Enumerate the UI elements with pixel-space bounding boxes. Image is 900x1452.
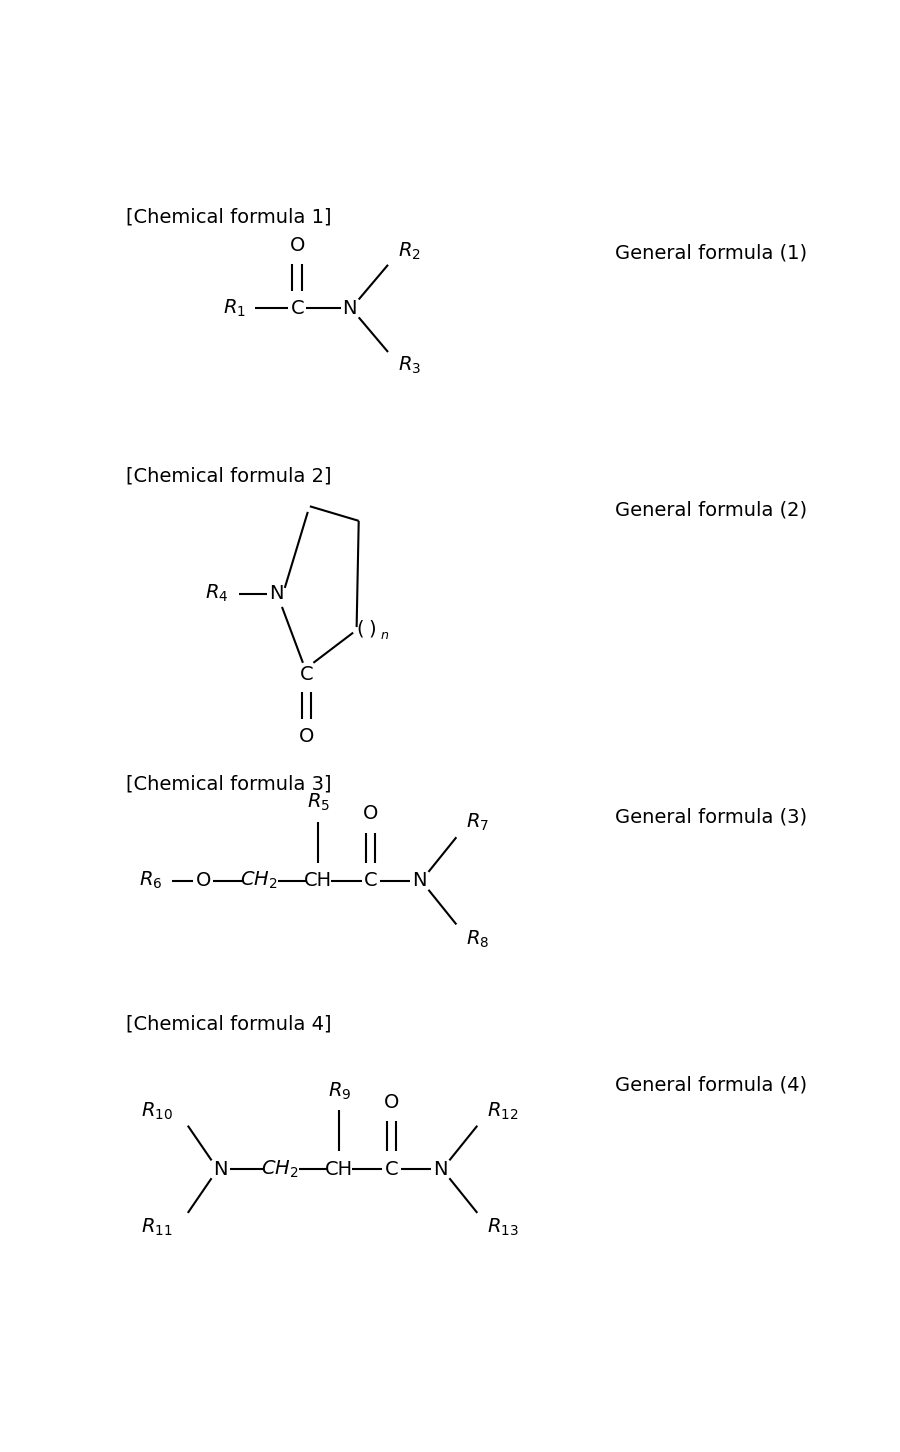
Text: ): ) — [369, 620, 376, 639]
Text: [Chemical formula 2]: [Chemical formula 2] — [126, 466, 332, 485]
Text: $_n$: $_n$ — [380, 623, 389, 640]
Text: General formula (3): General formula (3) — [615, 807, 806, 826]
Text: $CH_2$: $CH_2$ — [261, 1159, 299, 1180]
Text: O: O — [290, 237, 305, 256]
Text: N: N — [433, 1160, 447, 1179]
Text: C: C — [291, 299, 304, 318]
Text: N: N — [213, 1160, 228, 1179]
Text: $R_{13}$: $R_{13}$ — [487, 1217, 518, 1239]
Text: $R_8$: $R_8$ — [466, 928, 490, 950]
Text: $R_9$: $R_9$ — [328, 1080, 351, 1102]
Text: $R_5$: $R_5$ — [307, 791, 329, 813]
Text: CH: CH — [304, 871, 332, 890]
Text: General formula (2): General formula (2) — [615, 499, 806, 520]
Text: $R_7$: $R_7$ — [466, 812, 490, 833]
Text: [Chemical formula 3]: [Chemical formula 3] — [126, 774, 332, 793]
Text: O: O — [363, 804, 378, 823]
Text: $R_4$: $R_4$ — [205, 582, 229, 604]
Text: $R_{10}$: $R_{10}$ — [140, 1101, 173, 1122]
Text: C: C — [364, 871, 377, 890]
Text: $R_{12}$: $R_{12}$ — [487, 1101, 518, 1122]
Text: C: C — [300, 665, 313, 684]
Text: C: C — [384, 1160, 399, 1179]
Text: N: N — [342, 299, 357, 318]
Text: $R_{11}$: $R_{11}$ — [141, 1217, 173, 1239]
Text: O: O — [195, 871, 211, 890]
Text: N: N — [269, 584, 284, 603]
Text: O: O — [383, 1093, 400, 1112]
Text: $R_6$: $R_6$ — [140, 870, 163, 892]
Text: General formula (4): General formula (4) — [615, 1076, 806, 1095]
Text: $R_2$: $R_2$ — [399, 241, 421, 261]
Text: [Chemical formula 4]: [Chemical formula 4] — [126, 1015, 332, 1034]
Text: (: ( — [356, 620, 364, 639]
Text: N: N — [412, 871, 427, 890]
Text: General formula (1): General formula (1) — [615, 242, 806, 261]
Text: $CH_2$: $CH_2$ — [240, 870, 278, 892]
Text: CH: CH — [325, 1160, 353, 1179]
Text: $R_3$: $R_3$ — [399, 354, 421, 376]
Text: O: O — [299, 727, 314, 746]
Text: [Chemical formula 1]: [Chemical formula 1] — [126, 208, 332, 227]
Text: $R_1$: $R_1$ — [223, 298, 246, 319]
